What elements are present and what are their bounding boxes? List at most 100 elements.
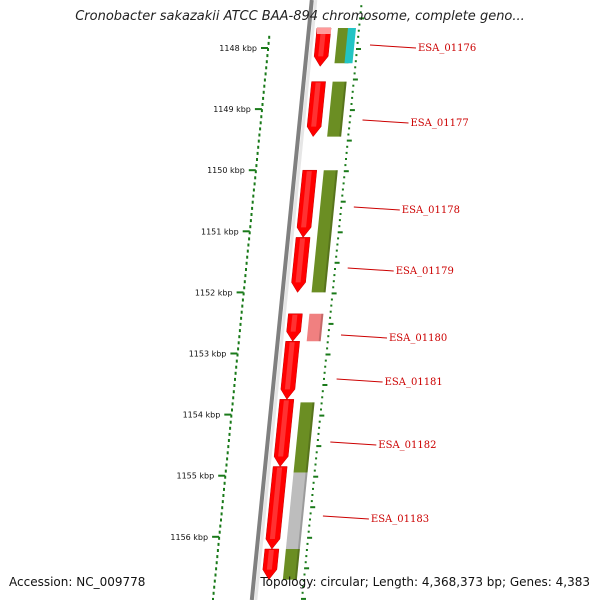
gene-arrow-shine [301, 171, 312, 228]
gene-label-layer[interactable]: ESA_01176 ESA_01177 ESA_01178 ESA_01179 ESA_… [322, 43, 476, 525]
gene-label-text[interactable]: ESA_01176 [418, 43, 476, 54]
gene-arrow-shine [318, 29, 326, 57]
gene-label[interactable]: ESA_01183 [322, 514, 429, 525]
ruler-minor-tick [267, 41, 270, 45]
gene-arrow[interactable] [262, 548, 280, 581]
ruler-minor-tick [220, 512, 223, 516]
ruler-minor-tick [218, 536, 221, 540]
reverse-feature-block[interactable] [282, 549, 300, 580]
ruler-minor-tick [257, 139, 260, 143]
reverse-feature-block[interactable] [311, 170, 338, 293]
reverse-feature-edge [305, 402, 315, 473]
outer-ring-tick [310, 500, 313, 503]
ruler-minor-tick [243, 280, 246, 284]
outer-ring-tick [313, 469, 316, 472]
reverse-feature-block[interactable] [293, 402, 315, 473]
ruler-major-tick [261, 47, 268, 49]
gene-label[interactable]: ESA_01179 [347, 266, 454, 277]
ruler-minor-tick [248, 237, 251, 241]
outer-ring-tick [359, 17, 365, 20]
gene-label[interactable]: ESA_01177 [362, 118, 469, 129]
ruler-minor-tick [232, 390, 235, 394]
outer-ring-tick [359, 11, 362, 14]
outer-ring-tick [351, 96, 354, 99]
ruler-major-tick [224, 413, 232, 416]
ruler-minor-tick [252, 188, 255, 192]
outer-ring-tick [347, 133, 350, 136]
outer-ring-tick [348, 121, 351, 124]
ruler-minor-tick [247, 243, 250, 247]
gene-label[interactable]: ESA_01181 [336, 377, 443, 388]
gene-label-text[interactable]: ESA_01177 [411, 118, 469, 129]
ruler-minor-tick [231, 402, 234, 406]
gene-label-text[interactable]: ESA_01183 [371, 514, 429, 525]
reverse-feature-track[interactable] [282, 27, 356, 580]
ruler-minor-tick [246, 249, 249, 253]
gene-arrow[interactable] [286, 313, 303, 342]
reverse-feature-edge [323, 170, 338, 293]
ruler-minor-tick [217, 542, 220, 546]
ruler-minor-tick [248, 231, 251, 235]
backbone-highlight [254, 0, 318, 600]
gene-label-text[interactable]: ESA_01180 [389, 333, 447, 344]
ruler-minor-tick [226, 451, 229, 455]
gene-label[interactable]: ESA_01178 [353, 205, 460, 216]
reverse-feature-block[interactable] [306, 313, 324, 342]
reverse-feature-block[interactable] [327, 81, 347, 137]
cyan-feature-block[interactable] [344, 28, 356, 64]
gene-arrow[interactable] [306, 81, 326, 138]
ruler-minor-tick [241, 304, 244, 308]
position-ruler: 1148 kbp 1149 kbp 1150 kbp 1151 kbp 1152 kbp… [170, 35, 271, 600]
outer-ring-tick [343, 170, 349, 173]
outer-ring-tick [304, 561, 307, 564]
outer-ring-tick [333, 274, 336, 277]
outer-ring-tick [330, 298, 333, 301]
outer-ring-tick [349, 109, 355, 112]
gene-label-text[interactable]: ESA_01178 [402, 205, 460, 216]
ruler-minor-tick [263, 78, 266, 82]
ruler-minor-tick [249, 219, 252, 223]
outer-ring-tick [337, 231, 343, 234]
outer-ring-tick [335, 249, 338, 252]
gene-arrow[interactable] [291, 237, 311, 293]
gene-label[interactable]: ESA_01180 [340, 333, 447, 344]
ruler-minor-tick [245, 261, 248, 265]
ruler-tick-label: 1153 kbp [189, 350, 227, 359]
outer-ring-tick [357, 29, 360, 32]
outer-ring-tick [324, 365, 327, 368]
ruler-minor-tick [212, 591, 215, 595]
outer-ring-tick [337, 237, 340, 240]
outer-ring-tick [348, 127, 351, 130]
outer-ring-tick [326, 347, 329, 350]
outer-ring-tick [318, 426, 321, 429]
outer-ring-tick [334, 268, 336, 270]
ruler-minor-tick [268, 35, 271, 39]
ruler-major-tick [254, 108, 262, 111]
gene-label-text[interactable]: ESA_01179 [396, 266, 454, 277]
gene-label[interactable]: ESA_01182 [330, 440, 436, 451]
ruler-minor-tick [234, 377, 236, 381]
chromosome-backbone [249, 0, 318, 600]
outer-ring-tick [356, 41, 359, 44]
outer-ring-tick [321, 390, 324, 393]
outer-ring-tick [346, 145, 349, 148]
gene-arrow[interactable] [273, 399, 295, 467]
gene-label[interactable]: ESA_01176 [369, 43, 476, 54]
outer-ring-tick [313, 475, 319, 478]
gene-arrow[interactable] [280, 341, 300, 400]
outer-ring-tick [315, 451, 318, 454]
gene-arrow[interactable] [265, 466, 288, 550]
gene-arrow[interactable] [296, 169, 318, 238]
outer-ring-tick [354, 60, 357, 63]
gene-label-text[interactable]: ESA_01182 [378, 440, 436, 451]
ruler-minor-tick [265, 60, 268, 64]
ruler-minor-tick [227, 439, 230, 442]
forward-gene-track[interactable] [262, 27, 332, 581]
outer-ring-tick [317, 432, 320, 435]
outer-ring-tick [343, 176, 346, 179]
gene-label-text[interactable]: ESA_01181 [385, 377, 443, 388]
reverse-feature-block[interactable] [285, 472, 308, 550]
ruler-minor-tick [264, 72, 267, 76]
outer-ring-tick [352, 84, 355, 87]
